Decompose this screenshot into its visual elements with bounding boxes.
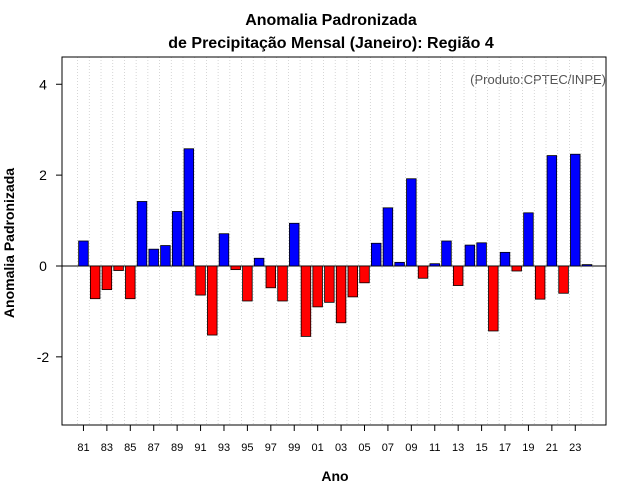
bar — [488, 265, 499, 332]
bar — [265, 265, 277, 289]
bar — [289, 222, 300, 267]
bar — [148, 248, 159, 267]
bar — [242, 265, 253, 302]
x-tick-label: 81 — [77, 442, 89, 454]
bar — [300, 265, 312, 337]
bar — [523, 212, 534, 267]
bars — [78, 148, 593, 337]
bar — [113, 265, 124, 271]
x-tick-label: 07 — [382, 442, 394, 454]
bar — [230, 265, 241, 271]
x-tick-label: 13 — [452, 442, 464, 454]
bar — [382, 207, 394, 267]
bar — [429, 263, 440, 267]
x-tick-label: 99 — [288, 442, 300, 454]
x-axis: 81 83 85 87 89 91 93 95 97 99 01 03 05 07 09 11 13 15 17 19… — [77, 425, 581, 454]
x-tick-label: 97 — [265, 442, 277, 454]
bar — [218, 233, 230, 267]
bar — [171, 211, 183, 267]
plot-frame — [61, 56, 607, 426]
bar — [570, 153, 581, 267]
bar — [499, 251, 511, 267]
x-tick-label: 87 — [148, 442, 160, 454]
bar — [207, 265, 218, 336]
bar — [359, 265, 370, 284]
bar — [125, 265, 136, 300]
bar — [101, 265, 113, 291]
y-tick-label: -2 — [37, 349, 50, 365]
bar — [183, 148, 195, 267]
x-tick-label: 17 — [499, 442, 511, 454]
bar — [452, 265, 464, 286]
x-tick-label: 01 — [312, 442, 324, 454]
y-tick-label: 2 — [39, 167, 47, 183]
x-axis-label: Ano — [321, 468, 348, 484]
bar — [312, 265, 323, 308]
bar — [335, 265, 347, 324]
bar — [253, 257, 265, 267]
bar — [324, 265, 335, 303]
x-tick-label: 15 — [475, 442, 487, 454]
bar — [581, 264, 593, 267]
grid-lines — [77, 57, 594, 425]
x-tick-label: 23 — [569, 442, 581, 454]
x-tick-label: 95 — [241, 442, 253, 454]
x-tick-label: 89 — [171, 442, 183, 454]
x-tick-label: 03 — [335, 442, 347, 454]
bar — [546, 155, 558, 267]
y-axis: -2 0 2 4 — [37, 76, 62, 365]
x-tick-label: 21 — [546, 442, 558, 454]
y-tick-label: 4 — [39, 76, 47, 92]
bar — [160, 245, 171, 267]
source-annotation: (Produto:CPTEC/INPE) — [470, 72, 606, 87]
bar — [406, 178, 417, 267]
bar — [89, 265, 101, 300]
bar — [441, 240, 452, 267]
x-tick-label: 11 — [429, 442, 440, 454]
bar — [347, 265, 358, 298]
x-tick-label: 93 — [218, 442, 230, 454]
x-tick-label: 85 — [124, 442, 136, 454]
bar — [464, 244, 476, 267]
y-axis-label: Anomalia Padronizada — [1, 168, 17, 318]
bar — [195, 265, 206, 296]
bar — [476, 242, 487, 267]
bar — [394, 261, 405, 267]
x-tick-label: 05 — [358, 442, 370, 454]
bar — [78, 240, 89, 267]
bar — [417, 265, 429, 279]
bar — [511, 265, 522, 272]
bar — [136, 201, 148, 267]
bar — [558, 265, 569, 294]
x-tick-label: 83 — [101, 442, 113, 454]
x-tick-label: 91 — [194, 442, 206, 454]
x-tick-label: 09 — [405, 442, 417, 454]
chart-subtitle: de Precipitação Mensal (Janeiro): Região… — [168, 35, 494, 52]
bar — [534, 265, 546, 300]
x-tick-label: 19 — [522, 442, 534, 454]
chart-title: Anomalia Padronizada — [245, 12, 417, 29]
bar — [277, 265, 288, 302]
y-tick-label: 0 — [39, 258, 47, 274]
bar — [371, 242, 382, 267]
